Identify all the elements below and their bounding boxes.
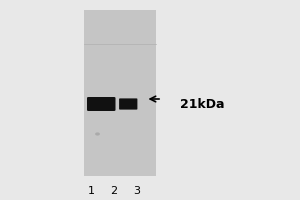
FancyBboxPatch shape	[84, 10, 156, 176]
Text: 2: 2	[110, 186, 118, 196]
FancyBboxPatch shape	[87, 97, 116, 111]
Text: 21kDa: 21kDa	[180, 98, 224, 110]
Text: 1: 1	[88, 186, 95, 196]
FancyBboxPatch shape	[119, 98, 137, 110]
Circle shape	[95, 132, 100, 136]
Text: 3: 3	[133, 186, 140, 196]
